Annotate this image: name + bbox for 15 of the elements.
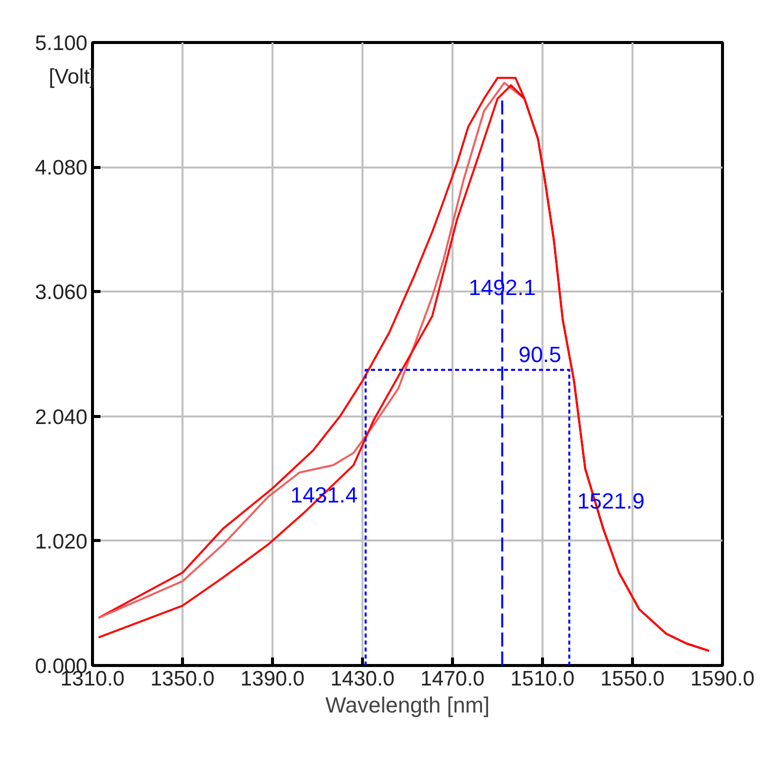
y-tick-label: 2.040 <box>34 406 88 429</box>
y-tick-label: 4.080 <box>34 156 88 180</box>
annotation: 90.5 <box>518 342 562 367</box>
x-tick-label: 1550.0 <box>600 668 665 690</box>
x-tick-label: 1510.0 <box>510 668 575 690</box>
x-tick-label: 1470.0 <box>420 668 485 690</box>
annotation: 1492.1 <box>468 274 536 300</box>
x-tick-label: 1590.0 <box>690 668 755 690</box>
y-tick-label: 3.060 <box>34 281 88 304</box>
x-axis-title: Wavelength [nm] <box>325 692 490 718</box>
x-tick-label: 1430.0 <box>330 668 395 690</box>
x-tick-label: 1350.0 <box>150 668 215 690</box>
y-tick-label: 5.100 <box>34 32 88 55</box>
x-tick-label: 1390.0 <box>240 668 305 690</box>
y-tick-label: 1.020 <box>34 530 88 554</box>
